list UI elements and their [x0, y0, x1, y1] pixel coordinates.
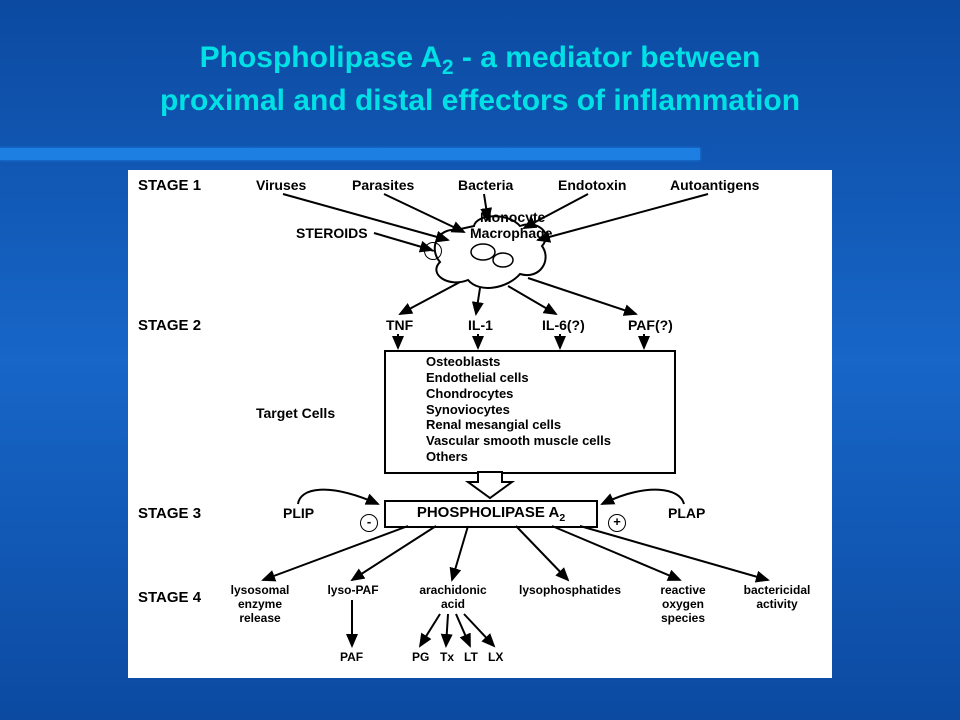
label-bacteria: Bacteria: [458, 178, 513, 193]
label-paf: PAF(?): [628, 318, 673, 333]
tc-line-1: Osteoblasts: [426, 354, 611, 370]
title-line1b: - a mediator between: [454, 41, 761, 74]
label-macrophage: Macrophage: [470, 226, 552, 241]
title-sub: 2: [442, 56, 454, 79]
sub-pg: PG: [412, 650, 429, 664]
tc-line-5: Renal mesangial cells: [426, 417, 611, 433]
tc-line-6: Vascular smooth muscle cells: [426, 433, 611, 449]
s4-lysophos: lysophosphatides: [510, 584, 630, 598]
label-endotoxin: Endotoxin: [558, 178, 626, 193]
label-plip: PLIP: [283, 506, 314, 521]
s4-ros-2: oxygen: [648, 598, 718, 612]
label-steroids: STEROIDS: [296, 226, 368, 241]
label-il1: IL-1: [468, 318, 493, 333]
plip-minus-icon: -: [360, 514, 378, 532]
s4-aa-1: arachidonic: [408, 584, 498, 598]
slide: Phospholipase A2 - a mediator between pr…: [0, 0, 960, 720]
label-il6: IL-6(?): [542, 318, 585, 333]
label-tnf: TNF: [386, 318, 413, 333]
pla2-sub: 2: [559, 512, 565, 524]
tc-line-2: Endothelial cells: [426, 370, 611, 386]
s4-lyso-2: enzyme: [220, 598, 300, 612]
s4-lyso-1: lysosomal: [220, 584, 300, 598]
diagram-panel: STAGE 1 STAGE 2 STAGE 3 STAGE 4 Viruses …: [128, 170, 832, 678]
label-parasites: Parasites: [352, 178, 414, 193]
s4-lp-1: lysophosphatides: [510, 584, 630, 598]
s4-lysosomal: lysosomal enzyme release: [220, 584, 300, 625]
s4-aa-2: acid: [408, 598, 498, 612]
tc-line-3: Chondrocytes: [426, 386, 611, 402]
s4-bact-1: bactericidal: [732, 584, 822, 598]
stage-1-label: STAGE 1: [138, 178, 201, 195]
s4-lysopaf: lyso-PAF: [318, 584, 388, 598]
s4-bact-2: activity: [732, 598, 822, 612]
tc-line-4: Synoviocytes: [426, 402, 611, 418]
title-underline: [0, 148, 700, 160]
label-autoantigens: Autoantigens: [670, 178, 759, 193]
s4-lpaf-1: lyso-PAF: [318, 584, 388, 598]
s4-aa: arachidonic acid: [408, 584, 498, 612]
label-plap: PLAP: [668, 506, 705, 521]
sub-lt: LT: [464, 650, 478, 664]
sub-tx: Tx: [440, 650, 454, 664]
title-line2: proximal and distal effectors of inflamm…: [160, 84, 800, 117]
stage-2-label: STAGE 2: [138, 318, 201, 335]
s4-ros: reactive oxygen species: [648, 584, 718, 625]
target-cells-list: Osteoblasts Endothelial cells Chondrocyt…: [426, 354, 611, 465]
s4-ros-3: species: [648, 612, 718, 626]
title-line1a: Phospholipase A: [200, 41, 442, 74]
sub-lx: LX: [488, 650, 503, 664]
pla2-text: PHOSPHOLIPASE A: [417, 504, 560, 521]
label-target-cells: Target Cells: [256, 406, 335, 421]
diagram: STAGE 1 STAGE 2 STAGE 3 STAGE 4 Viruses …: [128, 170, 832, 678]
s4-lyso-3: release: [220, 612, 300, 626]
s4-ros-1: reactive: [648, 584, 718, 598]
tc-line-7: Others: [426, 449, 611, 465]
stage-3-label: STAGE 3: [138, 506, 201, 523]
pla2-box: PHOSPHOLIPASE A2: [384, 500, 598, 528]
plap-plus-icon: +: [608, 514, 626, 532]
label-viruses: Viruses: [256, 178, 306, 193]
slide-title: Phospholipase A2 - a mediator between pr…: [0, 0, 960, 120]
s4-bact: bactericidal activity: [732, 584, 822, 612]
stage-4-label: STAGE 4: [138, 590, 201, 607]
steroid-minus-icon: -: [424, 242, 442, 260]
sub-paf: PAF: [340, 650, 363, 664]
label-monocyte: Monocyte: [480, 210, 545, 225]
